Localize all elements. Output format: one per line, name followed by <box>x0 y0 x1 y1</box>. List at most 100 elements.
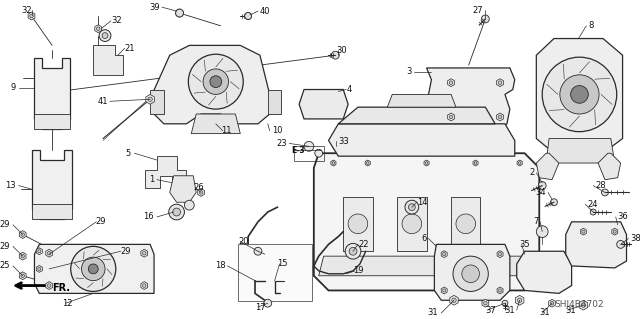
Polygon shape <box>33 204 72 219</box>
Text: 25: 25 <box>0 262 10 271</box>
Text: 34: 34 <box>536 188 546 197</box>
Circle shape <box>315 149 323 157</box>
Polygon shape <box>424 160 429 166</box>
Circle shape <box>175 9 184 17</box>
Polygon shape <box>145 156 186 188</box>
Text: 20: 20 <box>238 237 249 246</box>
Polygon shape <box>19 272 26 280</box>
Polygon shape <box>426 68 515 137</box>
Text: 31: 31 <box>428 308 438 317</box>
Circle shape <box>550 199 557 206</box>
Text: 14: 14 <box>417 198 428 207</box>
Circle shape <box>613 230 616 233</box>
Text: 29: 29 <box>121 247 131 256</box>
Circle shape <box>264 299 271 307</box>
Circle shape <box>518 298 522 302</box>
Circle shape <box>499 81 502 85</box>
Circle shape <box>254 247 262 255</box>
Circle shape <box>499 289 502 292</box>
Text: 36: 36 <box>618 212 628 221</box>
Circle shape <box>203 69 228 94</box>
Text: 32: 32 <box>111 16 122 26</box>
Polygon shape <box>517 160 522 166</box>
Polygon shape <box>328 124 515 156</box>
Circle shape <box>405 200 419 214</box>
Circle shape <box>456 214 476 234</box>
Circle shape <box>47 284 51 287</box>
Text: FR.: FR. <box>52 283 70 293</box>
Polygon shape <box>516 251 572 293</box>
Circle shape <box>47 251 51 255</box>
Circle shape <box>560 75 599 114</box>
Polygon shape <box>19 252 26 260</box>
Circle shape <box>244 12 252 19</box>
Polygon shape <box>579 300 588 310</box>
Circle shape <box>453 256 488 292</box>
Circle shape <box>332 51 339 59</box>
Bar <box>294 146 324 161</box>
Bar <box>397 197 426 251</box>
Polygon shape <box>35 58 70 129</box>
Text: 10: 10 <box>271 126 282 135</box>
Text: 6: 6 <box>421 234 426 243</box>
Polygon shape <box>28 12 35 20</box>
Text: 23: 23 <box>276 139 287 148</box>
Polygon shape <box>450 295 458 305</box>
Circle shape <box>499 253 502 256</box>
Text: 9: 9 <box>11 83 16 92</box>
Circle shape <box>425 162 428 164</box>
Bar <box>343 197 372 251</box>
Polygon shape <box>141 282 148 289</box>
Bar <box>238 244 312 301</box>
Polygon shape <box>497 251 503 258</box>
Polygon shape <box>33 150 72 219</box>
Circle shape <box>175 9 184 17</box>
Circle shape <box>38 267 41 271</box>
Circle shape <box>348 214 368 234</box>
Polygon shape <box>36 248 42 255</box>
Polygon shape <box>35 244 154 293</box>
Text: 5: 5 <box>125 149 131 158</box>
Text: 26: 26 <box>193 183 204 192</box>
Circle shape <box>474 162 477 164</box>
Text: 41: 41 <box>97 97 108 106</box>
Polygon shape <box>598 153 621 180</box>
Polygon shape <box>387 94 456 107</box>
Circle shape <box>449 115 453 119</box>
Circle shape <box>550 301 554 305</box>
Polygon shape <box>441 251 447 258</box>
Polygon shape <box>46 282 52 289</box>
Polygon shape <box>497 79 504 86</box>
Text: 39: 39 <box>149 3 160 12</box>
Text: 18: 18 <box>215 262 225 271</box>
Text: 12: 12 <box>62 299 72 308</box>
Text: 32: 32 <box>21 6 31 15</box>
Circle shape <box>518 162 521 164</box>
Polygon shape <box>191 114 240 134</box>
Circle shape <box>581 303 586 308</box>
Circle shape <box>349 247 357 255</box>
Circle shape <box>502 300 508 306</box>
Circle shape <box>571 85 588 103</box>
Text: 37: 37 <box>485 306 496 315</box>
Circle shape <box>199 191 203 194</box>
Circle shape <box>148 97 152 101</box>
Polygon shape <box>612 228 618 235</box>
Polygon shape <box>482 299 489 307</box>
Polygon shape <box>146 94 154 104</box>
Text: 8: 8 <box>588 21 594 30</box>
Text: E-3: E-3 <box>291 146 305 155</box>
Bar <box>451 197 481 251</box>
Circle shape <box>21 274 24 278</box>
Polygon shape <box>19 231 26 239</box>
Circle shape <box>408 204 415 211</box>
Circle shape <box>542 57 617 132</box>
Polygon shape <box>536 153 559 180</box>
Circle shape <box>443 289 445 292</box>
Text: 13: 13 <box>5 181 16 190</box>
Text: 17: 17 <box>255 303 266 312</box>
Circle shape <box>143 251 146 255</box>
Circle shape <box>184 200 194 210</box>
Text: 15: 15 <box>278 259 288 269</box>
Text: 31: 31 <box>504 306 515 315</box>
